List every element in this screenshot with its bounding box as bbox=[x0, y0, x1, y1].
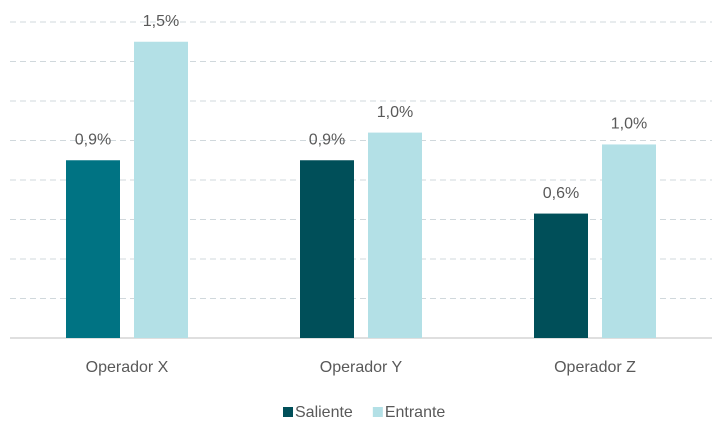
bar bbox=[602, 144, 656, 338]
legend-swatch bbox=[372, 407, 383, 417]
legend-label: Entrante bbox=[385, 404, 446, 421]
legend-label: Saliente bbox=[295, 404, 353, 421]
bar bbox=[134, 41, 188, 338]
x-tick-label: Operador X bbox=[86, 359, 169, 376]
x-tick-label: Operador Z bbox=[554, 359, 636, 376]
data-label: 1,0% bbox=[611, 116, 647, 133]
data-label: 0,6% bbox=[543, 185, 579, 202]
legend-swatch bbox=[283, 407, 293, 417]
data-label: 1,5% bbox=[143, 13, 179, 30]
bar bbox=[534, 213, 588, 338]
x-tick-label: Operador Y bbox=[320, 359, 403, 376]
bar bbox=[300, 160, 354, 338]
data-label: 0,9% bbox=[309, 131, 345, 148]
bar bbox=[66, 160, 120, 338]
data-label: 1,0% bbox=[377, 104, 413, 121]
bar bbox=[368, 132, 422, 338]
data-label: 0,9% bbox=[75, 131, 111, 148]
